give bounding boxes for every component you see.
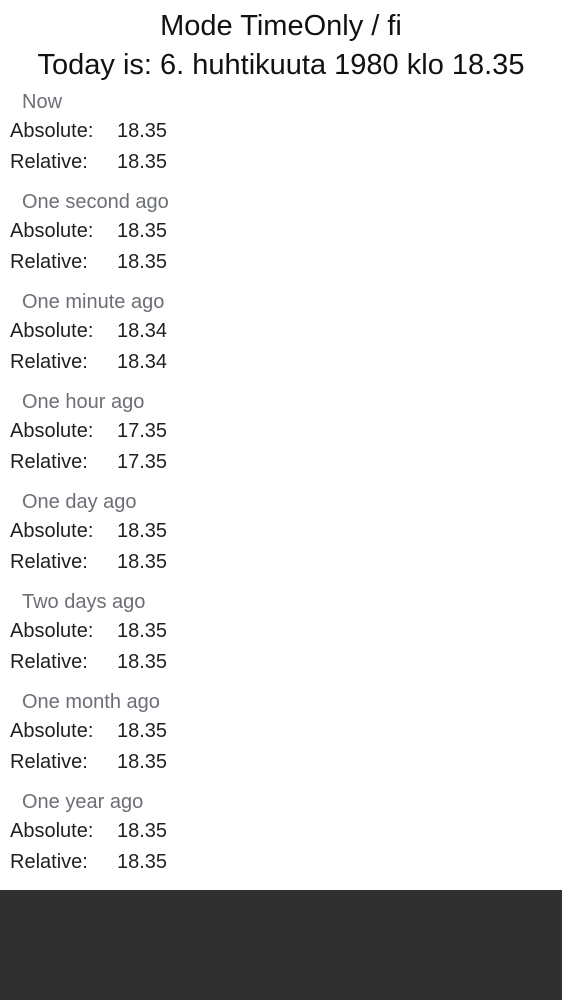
relative-label: Relative:: [10, 751, 88, 773]
section-title: One year ago: [22, 791, 144, 813]
section-title: Two days ago: [22, 591, 146, 613]
absolute-row: Absolute: 18.34: [0, 316, 562, 347]
section-title: One second ago: [22, 191, 169, 213]
section-title: Now: [22, 91, 63, 113]
absolute-row: Absolute: 18.35: [0, 816, 562, 847]
absolute-value: 18.35: [117, 820, 168, 842]
absolute-label: Absolute:: [10, 720, 94, 742]
relative-row: Relative: 18.35: [0, 547, 562, 578]
absolute-label: Absolute:: [10, 120, 94, 142]
relative-label: Relative:: [10, 651, 88, 673]
section-two-days-ago: Two days ago Absolute: 18.35 Relative: 1…: [0, 588, 562, 688]
relative-row: Relative: 17.35: [0, 447, 562, 478]
section-one-hour-ago: One hour ago Absolute: 17.35 Relative: 1…: [0, 388, 562, 488]
section-one-day-ago: One day ago Absolute: 18.35 Relative: 18…: [0, 488, 562, 588]
today-label: Today is: 6. huhtikuuta 1980 klo 18.35: [37, 49, 525, 81]
relative-row: Relative: 18.34: [0, 347, 562, 378]
section-title: One day ago: [22, 491, 137, 513]
absolute-row: Absolute: 18.35: [0, 716, 562, 747]
absolute-row: Absolute: 18.35: [0, 616, 562, 647]
section-now: Now Absolute: 18.35 Relative: 18.35: [0, 88, 562, 188]
relative-label: Relative:: [10, 551, 88, 573]
relative-row: Relative: 18.35: [0, 147, 562, 178]
absolute-row: Absolute: 18.35: [0, 516, 562, 547]
section-title: One hour ago: [22, 391, 145, 413]
absolute-label: Absolute:: [10, 420, 94, 442]
page-title: Mode TimeOnly / fi: [160, 10, 402, 42]
absolute-value: 18.35: [117, 220, 168, 242]
absolute-label: Absolute:: [10, 620, 94, 642]
relative-value: 17.35: [117, 451, 168, 473]
absolute-value: 18.35: [117, 720, 168, 742]
relative-label: Relative:: [10, 251, 88, 273]
absolute-label: Absolute:: [10, 520, 94, 542]
relative-label: Relative:: [10, 351, 88, 373]
section-title: One month ago: [22, 691, 160, 713]
absolute-row: Absolute: 17.35: [0, 416, 562, 447]
time-sections-list: Now Absolute: 18.35 Relative: 18.35 One …: [0, 88, 562, 888]
relative-value: 18.35: [117, 151, 168, 173]
section-one-year-ago: One year ago Absolute: 18.35 Relative: 1…: [0, 788, 562, 888]
relative-value: 18.35: [117, 751, 168, 773]
section-one-month-ago: One month ago Absolute: 18.35 Relative: …: [0, 688, 562, 788]
bottom-bar: [0, 890, 562, 1000]
relative-value: 18.35: [117, 251, 168, 273]
section-one-minute-ago: One minute ago Absolute: 18.34 Relative:…: [0, 288, 562, 388]
absolute-label: Absolute:: [10, 320, 94, 342]
page-header: Mode TimeOnly / fi Today is: 6. huhtikuu…: [0, 0, 562, 86]
absolute-value: 17.35: [117, 420, 168, 442]
absolute-label: Absolute:: [10, 820, 94, 842]
relative-row: Relative: 18.35: [0, 847, 562, 878]
section-title: One minute ago: [22, 291, 165, 313]
relative-label: Relative:: [10, 851, 88, 873]
relative-value: 18.35: [117, 651, 168, 673]
absolute-label: Absolute:: [10, 220, 94, 242]
absolute-value: 18.35: [117, 520, 168, 542]
relative-label: Relative:: [10, 451, 88, 473]
relative-value: 18.35: [117, 851, 168, 873]
absolute-value: 18.34: [117, 320, 168, 342]
relative-row: Relative: 18.35: [0, 247, 562, 278]
absolute-row: Absolute: 18.35: [0, 116, 562, 147]
relative-row: Relative: 18.35: [0, 747, 562, 778]
relative-value: 18.35: [117, 551, 168, 573]
absolute-row: Absolute: 18.35: [0, 216, 562, 247]
relative-label: Relative:: [10, 151, 88, 173]
absolute-value: 18.35: [117, 620, 168, 642]
absolute-value: 18.35: [117, 120, 168, 142]
relative-value: 18.34: [117, 351, 168, 373]
relative-row: Relative: 18.35: [0, 647, 562, 678]
section-one-second-ago: One second ago Absolute: 18.35 Relative:…: [0, 188, 562, 288]
